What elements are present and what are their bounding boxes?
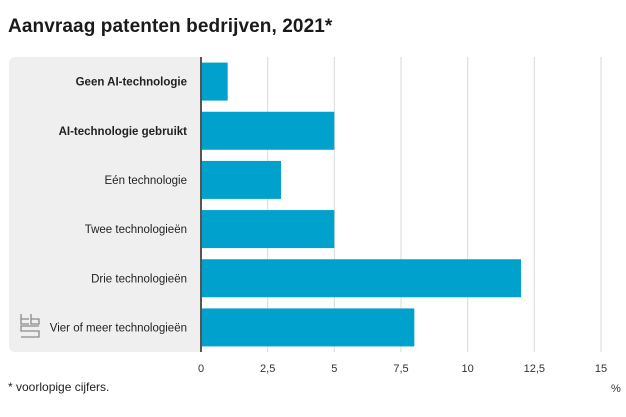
bar bbox=[201, 62, 228, 101]
category-label-panel bbox=[9, 57, 201, 352]
bar bbox=[201, 308, 415, 347]
cbs-logo-icon bbox=[20, 314, 40, 338]
bar bbox=[201, 210, 335, 249]
bar bbox=[201, 259, 521, 298]
x-axis-unit: % bbox=[611, 383, 621, 395]
gridlines bbox=[267, 57, 602, 352]
footnote: * voorlopige cijfers. bbox=[8, 380, 110, 394]
chart-title: Aanvraag patenten bedrijven, 2021* bbox=[8, 16, 333, 37]
category-label: Eén technologie bbox=[105, 175, 187, 187]
category-label: Geen AI-technologie bbox=[76, 77, 187, 89]
x-tick-label: 10 bbox=[462, 363, 474, 375]
category-label: Twee technologieën bbox=[85, 224, 187, 236]
x-tick-label: 5 bbox=[331, 363, 337, 375]
x-tick-label: 0 bbox=[198, 363, 204, 375]
category-labels: Geen AI-technologie AI-technologie gebrui… bbox=[50, 77, 187, 335]
x-tick-label: 7,5 bbox=[393, 363, 408, 375]
bars bbox=[201, 62, 521, 347]
x-tick-label: 15 bbox=[595, 363, 607, 375]
bar bbox=[201, 160, 281, 199]
category-label: Drie technologieën bbox=[91, 273, 187, 285]
category-label: AI-technologie gebruikt bbox=[59, 126, 188, 138]
x-tick-label: 12,5 bbox=[524, 363, 545, 375]
category-label: Vier of meer technologieën bbox=[50, 322, 187, 334]
x-tick-label: 2,5 bbox=[260, 363, 275, 375]
bar bbox=[201, 111, 335, 150]
x-tick-labels: 0 2,5 5 7,5 10 12,5 15 bbox=[198, 363, 607, 375]
